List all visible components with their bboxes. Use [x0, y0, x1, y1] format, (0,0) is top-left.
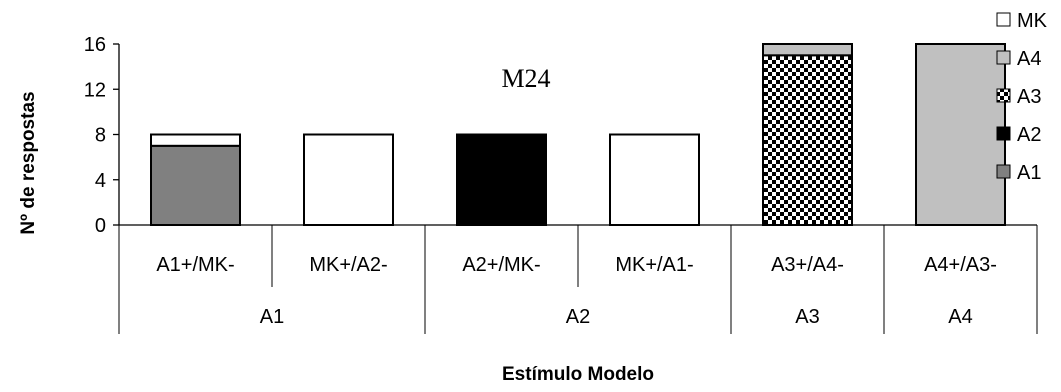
legend-label-a4: A4 [1017, 48, 1041, 70]
group-label: A1 [260, 306, 284, 328]
y-axis-title: Nº de respostas [18, 91, 39, 234]
bar-segment-mk-4 [609, 133, 700, 226]
bar-segment-a4-5 [762, 43, 853, 57]
axes-layer: 0 4 8 12 16 A1+/MK- MK+/A2- A2+/MK- MK+/A1- A3+/A… [84, 34, 1038, 334]
x-tick-label: A2+/MK- [462, 254, 540, 276]
legend: MK A4 A3 A2 A1 [996, 10, 1048, 184]
y-tick-label: 0 [95, 215, 106, 237]
y-tick-label: 4 [95, 170, 106, 192]
bar-segment-a4-6 [915, 43, 1006, 226]
legend-swatch-a1 [996, 164, 1011, 179]
x-tick-label: MK+/A1- [615, 254, 693, 276]
x-tick-label: A3+/A4- [771, 254, 844, 276]
bar-segment-a3-5 [762, 54, 853, 226]
group-label: A4 [948, 306, 972, 328]
x-tick-label: MK+/A2- [309, 254, 387, 276]
legend-label-a1: A1 [1017, 162, 1041, 184]
legend-label-mk: MK [1017, 10, 1048, 32]
x-axis-title: Estímulo Modelo [502, 364, 654, 385]
x-tick-label: A1+/MK- [156, 254, 234, 276]
legend-swatch-a3 [996, 88, 1011, 103]
legend-swatch-mk [996, 12, 1011, 27]
chart-annotation: M24 [501, 64, 550, 93]
bar-segment-a1-1 [150, 144, 241, 226]
bar-segment-mk-2 [303, 133, 394, 226]
x-tick-label: A4+/A3- [924, 254, 997, 276]
marks-layer [150, 43, 1006, 226]
legend-swatch-a2 [996, 126, 1011, 141]
bar-segment-a2-3 [456, 133, 547, 226]
legend-label-a2: A2 [1017, 124, 1041, 146]
group-label: A3 [795, 306, 819, 328]
group-label: A2 [566, 306, 590, 328]
y-tick-label: 16 [84, 34, 106, 56]
legend-label-a3: A3 [1017, 86, 1041, 108]
y-tick-label: 8 [95, 125, 106, 147]
legend-swatch-a4 [996, 50, 1011, 65]
y-tick-label: 12 [84, 79, 106, 101]
bar-segment-mk-1 [150, 133, 241, 147]
